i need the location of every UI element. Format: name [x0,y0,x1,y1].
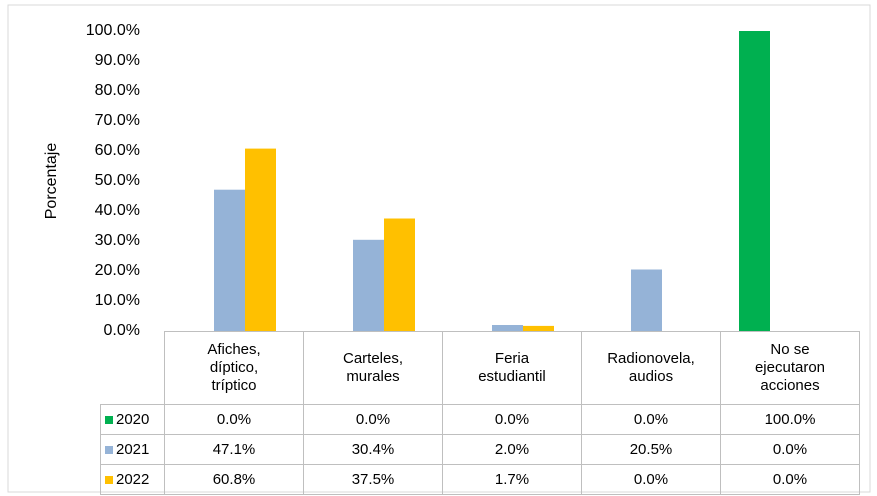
y-tick-label: 0.0% [104,322,140,339]
y-tick-label: 20.0% [95,262,140,279]
data-label: 0.0% [303,404,443,435]
y-tick-label: 100.0% [86,22,140,39]
data-label: 1.7% [442,464,582,495]
bar [523,325,554,331]
data-label: 0.0% [720,434,860,465]
y-tick-label: 60.0% [95,142,140,159]
legend-swatch [105,476,113,484]
data-label: 20.5% [581,434,721,465]
legend-entry: 2022 [100,464,165,495]
legend-entry: 2021 [100,434,165,465]
data-label: 0.0% [581,404,721,435]
data-label: 0.0% [720,464,860,495]
data-label: 100.0% [720,404,860,435]
legend-swatch [105,416,113,424]
bar [353,239,384,331]
legend-label: 2022 [116,471,150,488]
bar [739,31,770,331]
bar [492,325,523,331]
legend-swatch [105,446,113,454]
x-tick-label: Feria estudiantil [442,331,582,405]
table-row: 2022 60.8% 37.5% 1.7% 0.0% 0.0% [100,464,860,495]
data-label: 60.8% [164,464,304,495]
data-table: Afiches, díptico, tríptico Carteles, mura… [100,331,860,495]
table-corner [101,332,165,405]
data-label: 2.0% [442,434,582,465]
legend-label: 2021 [116,441,150,458]
y-axis-label: Porcentaje [43,143,60,220]
y-tick-label: 90.0% [95,52,140,69]
data-label: 30.4% [303,434,443,465]
table-row: 2020 0.0% 0.0% 0.0% 0.0% 100.0% [100,404,860,435]
table-row: 2021 47.1% 30.4% 2.0% 20.5% 0.0% [100,434,860,465]
data-label: 0.0% [164,404,304,435]
data-label: 0.0% [442,404,582,435]
y-tick-label: 50.0% [95,172,140,189]
bar [245,148,276,331]
y-tick-label: 40.0% [95,202,140,219]
data-label: 0.0% [581,464,721,495]
y-tick-label: 70.0% [95,112,140,129]
bar [631,269,662,331]
table-header-row: Afiches, díptico, tríptico Carteles, mura… [101,331,860,405]
x-tick-label: Afiches, díptico, tríptico [164,331,304,405]
legend-label: 2020 [116,411,150,428]
bar [384,218,415,331]
y-tick-label: 80.0% [95,82,140,99]
bar [214,189,245,331]
y-tick-label: 10.0% [95,292,140,309]
x-tick-label: Carteles, murales [303,331,443,405]
x-tick-label: Radionovela, audios [581,331,721,405]
x-tick-label: No se ejecutaron acciones [720,331,860,405]
y-tick-label: 30.0% [95,232,140,249]
data-label: 47.1% [164,434,304,465]
legend-entry: 2020 [100,404,165,435]
data-label: 37.5% [303,464,443,495]
